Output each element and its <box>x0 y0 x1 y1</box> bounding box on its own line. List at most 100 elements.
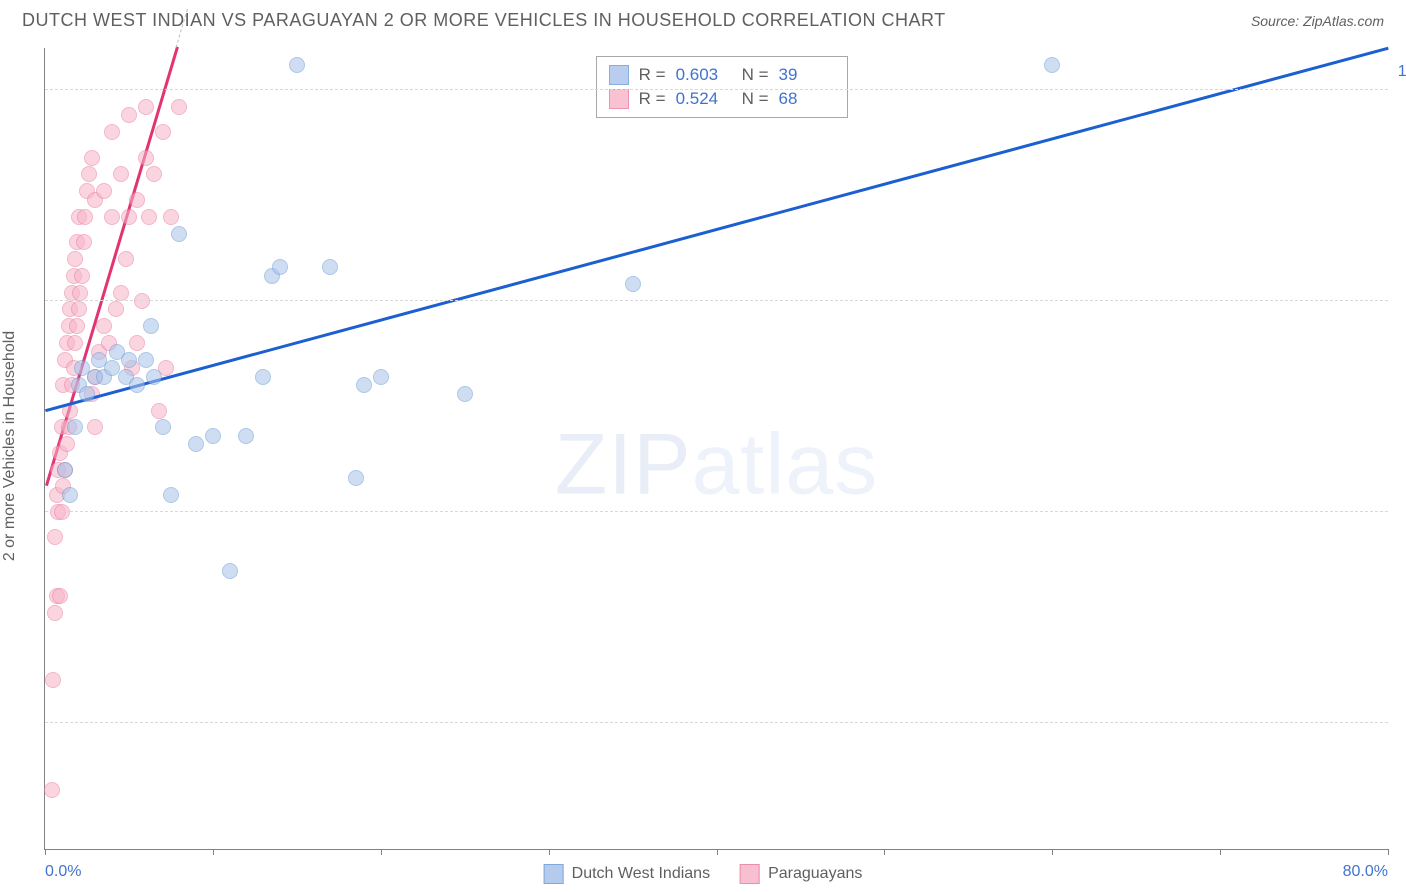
y-tick-label: 75.0% <box>1392 274 1406 292</box>
scatter-point <box>205 428 221 444</box>
x-tick-mark <box>884 849 885 855</box>
scatter-point <box>47 529 63 545</box>
scatter-point <box>222 563 238 579</box>
gridline-h <box>45 300 1388 301</box>
scatter-point <box>81 166 97 182</box>
stats-legend-box: R = 0.603 N = 39 R = 0.524 N = 68 <box>596 56 848 118</box>
x-tick-label: 0.0% <box>45 863 81 881</box>
x-tick-mark <box>213 849 214 855</box>
scatter-point <box>74 268 90 284</box>
stats-r-label: R = <box>639 89 666 109</box>
scatter-point <box>138 150 154 166</box>
scatter-point <box>57 462 73 478</box>
scatter-point <box>129 192 145 208</box>
scatter-point <box>322 259 338 275</box>
scatter-point <box>356 377 372 393</box>
scatter-point <box>238 428 254 444</box>
scatter-point <box>146 166 162 182</box>
scatter-point <box>163 209 179 225</box>
stats-n-value: 39 <box>779 65 835 85</box>
y-axis-label: 2 or more Vehicles in Household <box>1 331 19 561</box>
scatter-point <box>59 436 75 452</box>
scatter-point <box>1044 57 1060 73</box>
scatter-point <box>155 124 171 140</box>
scatter-point <box>104 209 120 225</box>
legend-item: Paraguayans <box>740 864 862 884</box>
stats-n-value: 68 <box>779 89 835 109</box>
scatter-point <box>118 251 134 267</box>
legend-label: Dutch West Indians <box>572 865 710 883</box>
scatter-point <box>113 285 129 301</box>
gridline-h <box>45 89 1388 90</box>
x-tick-mark <box>1052 849 1053 855</box>
legend-item: Dutch West Indians <box>544 864 710 884</box>
gridline-h <box>45 722 1388 723</box>
scatter-point <box>113 166 129 182</box>
scatter-point <box>138 99 154 115</box>
scatter-point <box>45 672 61 688</box>
scatter-point <box>121 209 137 225</box>
scatter-point <box>44 782 60 798</box>
scatter-point <box>79 386 95 402</box>
x-tick-mark <box>381 849 382 855</box>
stats-row: R = 0.603 N = 39 <box>609 63 835 87</box>
x-tick-mark <box>717 849 718 855</box>
scatter-point <box>272 259 288 275</box>
series-legend: Dutch West Indians Paraguayans <box>544 864 863 884</box>
scatter-point <box>171 99 187 115</box>
y-tick-label: 25.0% <box>1392 696 1406 714</box>
scatter-point <box>151 403 167 419</box>
legend-swatch <box>740 864 760 884</box>
x-tick-mark <box>1220 849 1221 855</box>
scatter-point <box>289 57 305 73</box>
legend-swatch <box>609 65 629 85</box>
scatter-point <box>72 285 88 301</box>
scatter-point <box>76 234 92 250</box>
scatter-point <box>129 377 145 393</box>
stats-r-value: 0.524 <box>676 89 732 109</box>
scatter-point <box>255 369 271 385</box>
source-label: Source: ZipAtlas.com <box>1251 13 1384 29</box>
scatter-point <box>373 369 389 385</box>
scatter-point <box>47 605 63 621</box>
y-tick-label: 50.0% <box>1392 485 1406 503</box>
scatter-point <box>155 419 171 435</box>
scatter-point <box>348 470 364 486</box>
legend-label: Paraguayans <box>768 865 862 883</box>
scatter-point <box>171 226 187 242</box>
scatter-point <box>121 107 137 123</box>
scatter-point <box>163 487 179 503</box>
x-tick-mark <box>1388 849 1389 855</box>
scatter-point <box>62 487 78 503</box>
stats-n-label: N = <box>742 89 769 109</box>
scatter-point <box>457 386 473 402</box>
scatter-point <box>67 251 83 267</box>
scatter-point <box>67 419 83 435</box>
scatter-point <box>108 301 124 317</box>
scatter-point <box>87 419 103 435</box>
legend-swatch <box>609 89 629 109</box>
stats-row: R = 0.524 N = 68 <box>609 87 835 111</box>
scatter-point <box>141 209 157 225</box>
scatter-point <box>146 369 162 385</box>
scatter-point <box>54 504 70 520</box>
scatter-point <box>138 352 154 368</box>
stats-r-value: 0.603 <box>676 65 732 85</box>
x-tick-label: 80.0% <box>1343 863 1388 881</box>
scatter-point <box>52 588 68 604</box>
page-title: DUTCH WEST INDIAN VS PARAGUAYAN 2 OR MOR… <box>22 10 946 31</box>
chart-area: ZIPatlas R = 0.603 N = 39 R = 0.524 N = … <box>44 48 1388 850</box>
scatter-point <box>77 209 93 225</box>
scatter-point <box>121 352 137 368</box>
stats-n-label: N = <box>742 65 769 85</box>
scatter-point <box>625 276 641 292</box>
x-tick-mark <box>549 849 550 855</box>
scatter-point <box>69 318 85 334</box>
scatter-point <box>104 124 120 140</box>
stats-r-label: R = <box>639 65 666 85</box>
scatter-point <box>134 293 150 309</box>
legend-swatch <box>544 864 564 884</box>
scatter-point <box>188 436 204 452</box>
scatter-point <box>143 318 159 334</box>
gridline-h <box>45 511 1388 512</box>
